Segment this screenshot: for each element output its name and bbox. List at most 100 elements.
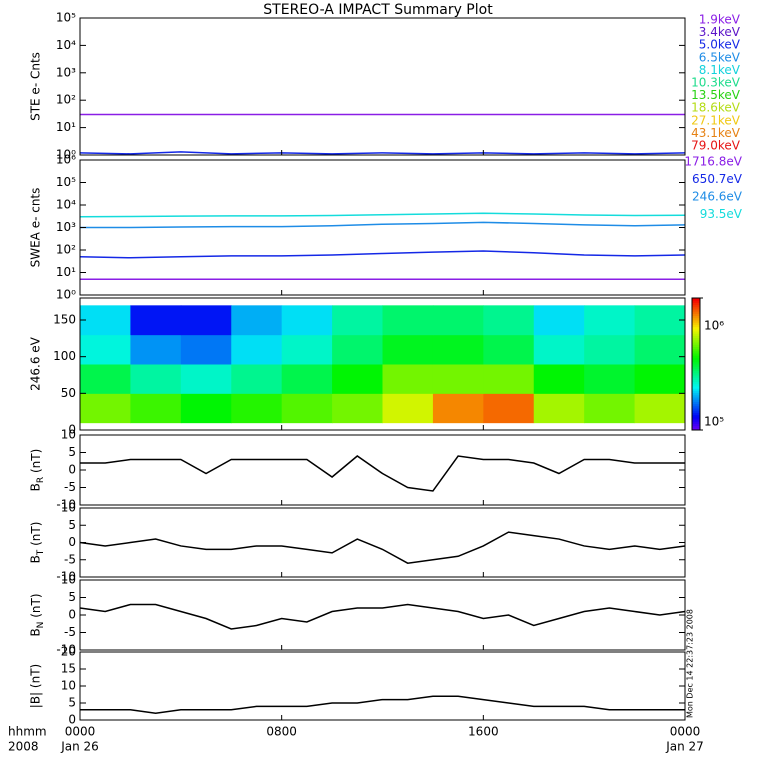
plot-area xyxy=(80,212,685,281)
y-tick-label: 10¹ xyxy=(56,265,76,279)
colorbar-step xyxy=(692,408,700,411)
heat-cell xyxy=(281,305,333,336)
timestamp: Mon Dec 14 22:37:23 2008 xyxy=(686,609,695,718)
y-axis-label: 246.6 eV xyxy=(29,336,43,391)
heat-cell xyxy=(180,305,232,336)
legend-label: 13.5keV xyxy=(691,88,741,102)
heat-cell xyxy=(231,305,283,336)
heat-cell xyxy=(332,393,383,424)
heat-cell xyxy=(130,334,182,365)
y-axis-label: STE e- Cnts xyxy=(29,52,43,121)
heat-cell xyxy=(584,393,636,424)
y-tick-label: -10 xyxy=(56,643,76,657)
y-tick-label: 10 xyxy=(61,501,76,515)
data-line xyxy=(80,212,685,218)
x-tick-label: 1600 xyxy=(468,725,499,739)
heat-cell xyxy=(634,364,685,394)
colorbar-step xyxy=(692,348,700,352)
y-tick-label: 5 xyxy=(68,445,76,459)
y-tick-label: 0 xyxy=(68,608,76,622)
colorbar-step xyxy=(692,403,700,407)
y-axis-label: BT (nT) xyxy=(29,522,46,564)
heat-cell xyxy=(231,334,283,365)
colorbar-step xyxy=(692,300,700,303)
y-tick-label: 10⁰ xyxy=(56,148,76,162)
y-tick-label: 10² xyxy=(56,93,76,107)
heat-cell xyxy=(231,364,283,394)
y-axis-label-sub: N xyxy=(36,622,46,629)
colorbar-step xyxy=(692,326,700,330)
colorbar-step xyxy=(692,298,700,301)
legend-label: 1716.8eV xyxy=(684,155,742,169)
heat-cell xyxy=(483,393,535,424)
y-axis-label: SWEA e- cnts xyxy=(29,188,43,268)
colorbar-step xyxy=(692,401,700,405)
legend-label: 650.7eV xyxy=(692,172,743,186)
colorbar-step xyxy=(692,390,700,394)
colorbar-frame xyxy=(691,297,701,431)
colorbar-step xyxy=(692,337,700,341)
heat-cell xyxy=(584,305,636,336)
y-tick-label: 10 xyxy=(61,428,76,442)
y-tick-label: 10⁰ xyxy=(56,288,76,302)
colorbar-step xyxy=(692,342,700,345)
y-tick-label: 10⁴ xyxy=(56,38,76,52)
y-tick-label: 5 xyxy=(68,518,76,532)
y-axis-label-unit: (nT) xyxy=(29,522,43,550)
plot-area xyxy=(80,305,685,424)
y-tick-label: 50 xyxy=(61,386,76,400)
y-tick-label: 0 xyxy=(68,463,76,477)
y-tick-label: 10¹ xyxy=(56,120,76,134)
y-tick-label: 10³ xyxy=(56,65,76,79)
legend-label: 18.6keV xyxy=(691,101,741,115)
panel-frame xyxy=(79,651,686,721)
y-tick-label: 5 xyxy=(68,696,76,710)
heat-cell xyxy=(130,364,182,394)
heat-cell xyxy=(332,364,383,394)
heat-cell xyxy=(180,334,232,365)
heat-cell xyxy=(180,364,232,394)
colorbar-step xyxy=(692,372,700,376)
colorbar-step xyxy=(692,414,700,418)
heat-cell xyxy=(382,393,434,424)
colorbar-step xyxy=(692,427,700,431)
plot-area xyxy=(80,455,685,492)
x-tick-label: 0000 xyxy=(670,725,701,739)
colorbar-step xyxy=(692,377,700,380)
colorbar-step xyxy=(692,368,700,372)
colorbar-step xyxy=(692,335,700,339)
legend-label: 27.1keV xyxy=(691,113,741,127)
heat-cell xyxy=(432,393,484,424)
colorbar-step xyxy=(692,313,700,317)
data-line xyxy=(80,250,685,259)
y-tick-label: 150 xyxy=(53,313,76,327)
colorbar-step xyxy=(692,346,700,350)
colorbar-step xyxy=(692,328,700,332)
panel-frame xyxy=(79,17,686,156)
plot-area xyxy=(80,113,685,155)
colorbar-step xyxy=(692,315,700,319)
panel-frame xyxy=(79,297,686,431)
y-axis-label-unit: (nT) xyxy=(29,593,43,621)
legend-label: 8.1keV xyxy=(699,63,741,77)
heat-cell xyxy=(180,393,232,424)
heat-cell xyxy=(483,364,535,394)
colorbar-step xyxy=(692,306,700,310)
heat-cell xyxy=(332,334,383,365)
colorbar-step xyxy=(692,399,700,402)
colorbar-step xyxy=(692,350,700,354)
y-tick-label: -5 xyxy=(64,625,76,639)
data-line xyxy=(80,695,685,714)
y-tick-label: 0 xyxy=(68,423,76,437)
y-tick-label: 10⁵ xyxy=(56,11,76,25)
colorbar-step xyxy=(692,370,700,374)
y-tick-label: 20 xyxy=(61,645,76,659)
colorbar-step xyxy=(692,311,700,314)
colorbar-step xyxy=(692,405,700,409)
colorbar-step xyxy=(692,423,700,427)
y-tick-label: 0 xyxy=(68,713,76,727)
y-tick-label: 10⁵ xyxy=(56,175,76,189)
colorbar-step xyxy=(692,386,700,389)
x-tick-label: 0800 xyxy=(266,725,297,739)
